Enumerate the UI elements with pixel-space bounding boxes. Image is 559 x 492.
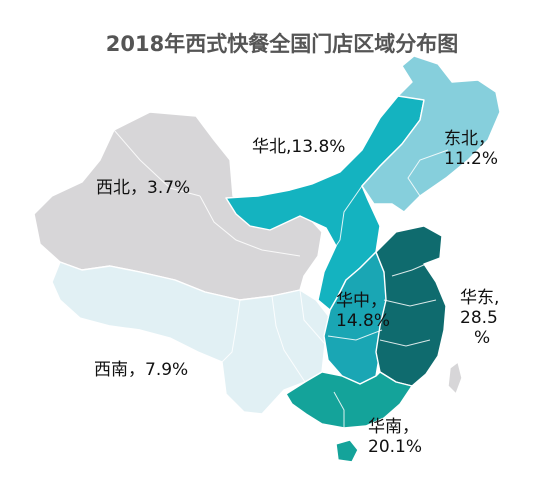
province-borders <box>113 129 449 428</box>
label-northeast-line-2: 11.2% <box>444 149 498 169</box>
label-northeast-line-1: 东北， <box>444 129 495 149</box>
label-northeast: 东北， 11.2% <box>444 129 498 169</box>
label-north-line-1: 华北,13.8% <box>252 137 345 157</box>
taiwan-island <box>447 361 463 395</box>
label-northwest: 西北，3.7% <box>96 178 190 198</box>
label-east-line-1: 华东, <box>460 288 499 308</box>
label-south-line-1: 华南， <box>368 417 419 437</box>
label-south: 华南， 20.1% <box>368 417 422 457</box>
label-central: 华中， 14.8% <box>336 291 390 331</box>
label-central-line-2: 14.8% <box>336 311 390 331</box>
label-northwest-line-1: 西北，3.7% <box>96 178 190 198</box>
region-northeast[interactable] <box>361 55 501 213</box>
region-south-hainan-island[interactable] <box>335 439 359 463</box>
label-south-line-2: 20.1% <box>368 437 422 457</box>
label-north: 华北,13.8% <box>252 137 345 157</box>
label-central-line-1: 华中， <box>336 291 387 311</box>
label-southwest-line-1: 西南，7.9% <box>94 360 188 380</box>
label-east-line-2: 28.5 <box>460 308 498 328</box>
label-southwest: 西南，7.9% <box>94 360 188 380</box>
map-title: 2018年西式快餐全国门店区域分布图 <box>106 32 458 56</box>
region-south[interactable] <box>285 371 413 429</box>
label-east-line-3: % <box>474 328 490 348</box>
label-east: 华东, 28.5% <box>460 288 499 348</box>
